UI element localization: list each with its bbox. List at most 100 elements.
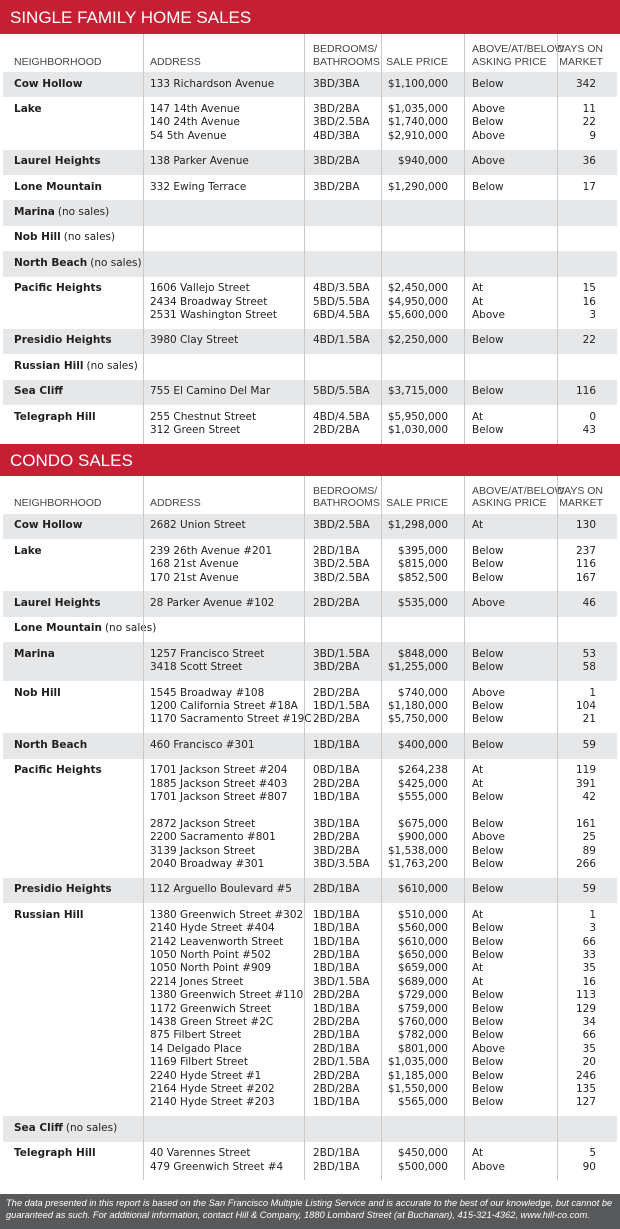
cell: 35: [582, 1042, 596, 1055]
cell: 2BD/2BA: [313, 1069, 360, 1082]
cell: 3BD/2.5BA: [313, 116, 370, 129]
column-header: ABOVE/AT/BELOW: [472, 484, 565, 497]
cell: 1257 Francisco Street: [150, 647, 265, 660]
cell: 135: [575, 1082, 596, 1095]
column-header: ADDRESS: [150, 55, 201, 68]
cell: 2BD/2BA: [313, 1082, 360, 1095]
cell: $555,000: [397, 790, 448, 803]
cell: Below: [472, 661, 504, 674]
neighborhood-group: [3, 539, 617, 592]
cell: 2142 Leavenworth Street: [150, 935, 284, 948]
neighborhood-group: [3, 251, 617, 277]
cell: 167: [575, 571, 596, 584]
cell: 1: [589, 686, 596, 699]
column-header: DAYS ON: [556, 484, 603, 497]
column-divider: [464, 475, 465, 1181]
cell: Above: [472, 155, 505, 168]
cell: 3BD/1.5BA: [313, 975, 370, 988]
cell: 1BD/1BA: [313, 1002, 360, 1015]
neighborhood-group: [3, 513, 617, 540]
cell: 2200 Sacramento #801: [150, 831, 276, 844]
cell: 2BD/1BA: [313, 1160, 360, 1173]
neighborhood: Laurel Heights: [14, 597, 101, 610]
cell: 104: [575, 699, 596, 712]
cell: $5,950,000: [387, 410, 448, 423]
cell: $852,500: [397, 571, 448, 584]
neighborhood-name: Sea Cliff: [14, 1121, 63, 1134]
cell: At: [472, 410, 484, 423]
cell: $3,715,000: [387, 385, 448, 398]
cell: At: [472, 295, 484, 308]
no-sales-note: (no sales): [65, 1121, 118, 1134]
cell: 479 Greenwich Street #4: [150, 1160, 284, 1173]
cell: $675,000: [397, 817, 448, 830]
cell: 5BD/5.5BA: [313, 385, 370, 398]
cell: Above: [472, 831, 505, 844]
cell: $565,000: [397, 1096, 448, 1109]
cell: 1BD/1BA: [313, 962, 360, 975]
cell: 16: [582, 295, 596, 308]
neighborhood-name: Russian Hill: [14, 359, 84, 372]
cell: 17: [582, 180, 596, 193]
cell: 59: [582, 883, 596, 896]
column-divider: [464, 34, 465, 444]
cell: 3BD/1.5BA: [313, 647, 370, 660]
neighborhood-name: Lone Mountain: [14, 180, 102, 193]
neighborhood-group: [3, 200, 617, 226]
cell: 2240 Hyde Street #1: [150, 1069, 262, 1082]
no-sales-note: (no sales): [63, 231, 116, 244]
cell: Below: [472, 948, 504, 961]
cell: 2140 Hyde Street #203: [150, 1096, 275, 1109]
neighborhood-name: Laurel Heights: [14, 596, 101, 609]
cell: Below: [472, 857, 504, 870]
neighborhood: Cow Hollow: [14, 78, 82, 91]
column-divider: [381, 475, 382, 1181]
cell: 255 Chestnut Street: [150, 410, 257, 423]
neighborhood-name: Cow Hollow: [14, 77, 83, 90]
neighborhood-group: [3, 642, 617, 681]
cell: Below: [472, 738, 504, 751]
cell: 3: [589, 922, 596, 935]
cell: 16: [582, 975, 596, 988]
column-divider: [557, 475, 558, 1181]
neighborhood-group: [3, 1141, 617, 1181]
neighborhood-name: Presidio Heights: [14, 334, 112, 347]
cell: 2434 Broadway Street: [150, 295, 268, 308]
cell: 2BD/2BA: [313, 1015, 360, 1028]
cell: 33: [582, 948, 596, 961]
cell: 266: [575, 857, 596, 870]
cell: $2,910,000: [387, 129, 448, 142]
neighborhood-group: [3, 681, 617, 734]
neighborhood: Nob Hill (no sales): [14, 231, 115, 244]
cell: $1,035,000: [387, 102, 448, 115]
cell: 54 5th Avenue: [150, 129, 227, 142]
neighborhood: Presidio Heights: [14, 334, 112, 347]
neighborhood: Nob Hill: [14, 687, 61, 700]
cell: $1,740,000: [387, 116, 448, 129]
cell: Below: [472, 1015, 504, 1028]
neighborhood-group: [3, 276, 617, 329]
column-header: NEIGHBORHOOD: [14, 55, 102, 68]
cell: $2,250,000: [387, 334, 448, 347]
cell: 1606 Vallejo Street: [150, 282, 250, 295]
cell: $760,000: [397, 1015, 448, 1028]
cell: 116: [575, 558, 596, 571]
cell: 875 Filbert Street: [150, 1029, 242, 1042]
cell: 2682 Union Street: [150, 519, 246, 532]
neighborhood-name: Marina: [14, 647, 55, 660]
cell: 161: [575, 817, 596, 830]
cell: 3BD/2BA: [313, 844, 360, 857]
cell: $5,750,000: [387, 713, 448, 726]
cell: 66: [582, 935, 596, 948]
cell: $510,000: [397, 908, 448, 921]
cell: 1170 Sacramento Street #19C: [150, 713, 312, 726]
cell: 42: [582, 790, 596, 803]
cell: Below: [472, 699, 504, 712]
neighborhood-group: [3, 379, 617, 405]
cell: $500,000: [397, 1160, 448, 1173]
neighborhood: Lone Mountain: [14, 181, 102, 194]
cell: 2BD/1BA: [313, 883, 360, 896]
cell: 3980 Clay Street: [150, 334, 239, 347]
cell: 3BD/2.5BA: [313, 558, 370, 571]
cell: 2BD/2BA: [313, 989, 360, 1002]
